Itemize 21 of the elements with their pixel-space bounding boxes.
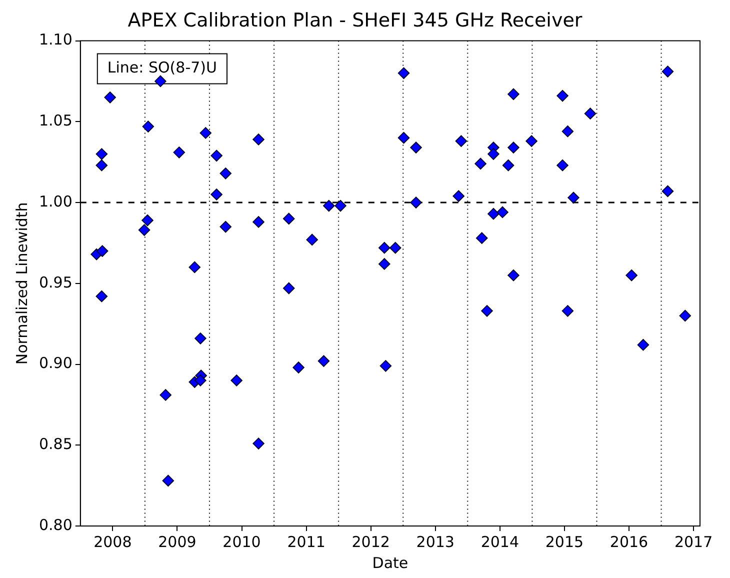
- x-tick-label: 2009: [158, 532, 196, 551]
- x-tick-label: 2014: [480, 532, 520, 551]
- y-tick-label: 0.80: [38, 516, 72, 534]
- x-tick-label: 2015: [545, 532, 584, 551]
- x-tick-label: 2010: [222, 532, 261, 551]
- y-tick-label: 1.05: [38, 112, 72, 130]
- x-axis-title: Date: [372, 554, 408, 572]
- chart-title: APEX Calibration Plan - SHeFI 345 GHz Receiver: [128, 9, 582, 32]
- x-tick-label: 2008: [94, 532, 132, 551]
- annotation: Line: SO(8-7)U: [107, 58, 217, 77]
- y-tick-label: 1.10: [38, 30, 72, 49]
- x-tick-label: 2013: [416, 532, 454, 551]
- y-tick-label: 0.90: [38, 354, 72, 372]
- y-tick-label: 0.95: [38, 273, 72, 292]
- y-tick-label: 0.85: [38, 435, 72, 454]
- x-tick-label: 2017: [674, 532, 713, 551]
- y-axis-title: Normalized Linewidth: [12, 202, 31, 365]
- x-tick-label: 2011: [287, 532, 326, 551]
- y-tick-label: 1.00: [38, 192, 72, 210]
- x-tick-label: 2012: [352, 532, 390, 551]
- x-tick-label: 2016: [610, 532, 648, 551]
